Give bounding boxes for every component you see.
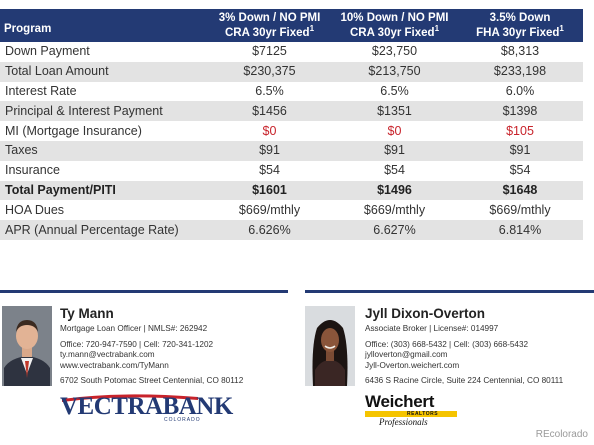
cell-value: $1496 bbox=[332, 180, 457, 201]
row-apr: APR (Annual Percentage Rate) 6.626% 6.62… bbox=[0, 220, 583, 240]
agent-card-ty-mann: Ty Mann Mortgage Loan Officer | NMLS#: 2… bbox=[60, 306, 243, 387]
agent-card-jyll-dixon-overton: Jyll Dixon-Overton Associate Broker | Li… bbox=[365, 306, 563, 387]
cell-value: $54 bbox=[259, 163, 280, 178]
agent-phones: Office: (303) 668-5432 | Cell: (303) 668… bbox=[365, 339, 529, 349]
agent-photo-jyll-dixon-overton bbox=[305, 306, 355, 386]
cell-value: $1351 bbox=[332, 101, 457, 122]
cell-value: $0 bbox=[387, 123, 402, 138]
cell-value: $91 bbox=[332, 140, 457, 161]
row-label: Total Loan Amount bbox=[0, 61, 207, 82]
weichert-yellow-bar bbox=[365, 411, 457, 417]
vectra-bank-wordmark: VECTRABANK bbox=[60, 393, 233, 420]
agent-address: 6436 S Racine Circle, Suite 224 Centenni… bbox=[365, 376, 564, 385]
cell-value: $1601 bbox=[207, 180, 332, 201]
row-hoa-dues: HOA Dues $669/mthly $669/mthly $669/mthl… bbox=[0, 200, 583, 220]
agent-email-link[interactable]: ty.mann@vectrabank.com bbox=[60, 350, 155, 359]
agent-photo-ty-mann bbox=[2, 306, 52, 386]
weichert-wordmark: Weichert bbox=[365, 392, 435, 411]
row-total-loan-amount: Total Loan Amount $230,375 $213,750 $233… bbox=[0, 61, 583, 82]
cell-value: $54 bbox=[509, 163, 531, 178]
cell-value: $0 bbox=[262, 123, 277, 138]
header-column-3: 3.5% Down FHA 30yr Fixed1 bbox=[457, 9, 583, 42]
divider-left bbox=[0, 290, 288, 293]
cell-value: 6.627% bbox=[332, 220, 457, 240]
header-column-1-line2: CRA 30yr Fixed bbox=[224, 26, 310, 39]
header-column-3-line2: FHA 30yr Fixed bbox=[476, 26, 560, 39]
agent-name: Jyll Dixon-Overton bbox=[365, 306, 486, 321]
header-column-2: 10% Down / NO PMI CRA 30yr Fixed1 bbox=[332, 9, 457, 42]
listing-source-credit: REcolorado bbox=[535, 429, 588, 440]
cell-value: $1456 bbox=[207, 101, 332, 122]
row-total-payment: Total Payment/PITI $1601 $1496 $1648 bbox=[0, 180, 583, 201]
footnote-marker: 1 bbox=[309, 23, 315, 33]
row-label: Insurance bbox=[5, 163, 60, 178]
cell-value: $669/mthly bbox=[489, 202, 551, 217]
cell-value: $91 bbox=[457, 140, 583, 161]
cell-value: 6.5% bbox=[380, 83, 409, 98]
table-header-row: Program 3% Down / NO PMI CRA 30yr Fixed1… bbox=[0, 9, 583, 42]
header-column-2-line1: 10% Down / NO PMI bbox=[340, 11, 449, 24]
cell-value: $8,313 bbox=[500, 44, 540, 59]
row-down-payment: Down Payment $7125 $23,750 $8,313 bbox=[0, 42, 583, 62]
row-principal-interest: Principal & Interest Payment $1456 $1351… bbox=[0, 101, 583, 122]
loan-comparison-table: Program 3% Down / NO PMI CRA 30yr Fixed1… bbox=[0, 9, 583, 240]
weichert-tagline: Professionals bbox=[379, 417, 428, 427]
row-label: MI (Mortgage Insurance) bbox=[5, 123, 142, 138]
weichert-logo: Weichert REALTORS Professionals bbox=[365, 392, 465, 427]
cell-value: $1648 bbox=[457, 180, 583, 201]
cell-value: $7125 bbox=[252, 44, 287, 59]
cell-value: $669/mthly bbox=[363, 202, 426, 217]
row-label: Interest Rate bbox=[5, 83, 77, 98]
header-column-3-line1: 3.5% Down bbox=[489, 11, 551, 24]
row-label: APR (Annual Percentage Rate) bbox=[0, 220, 207, 240]
agent-name: Ty Mann bbox=[60, 306, 114, 321]
header-program: Program bbox=[0, 9, 207, 42]
cell-value: $1398 bbox=[457, 101, 583, 122]
divider-right bbox=[305, 290, 594, 293]
header-column-1-line1: 3% Down / NO PMI bbox=[218, 11, 321, 24]
vectra-bank-logo: VECTRABANK COLORADO bbox=[60, 393, 233, 425]
header-column-1: 3% Down / NO PMI CRA 30yr Fixed1 bbox=[207, 9, 332, 42]
cell-value: $91 bbox=[207, 140, 332, 161]
row-mortgage-insurance: MI (Mortgage Insurance) $0 $0 $105 bbox=[0, 121, 583, 141]
cell-value: $233,198 bbox=[457, 61, 583, 82]
row-interest-rate: Interest Rate 6.5% 6.5% 6.0% bbox=[0, 82, 583, 102]
swoosh-icon bbox=[62, 394, 198, 402]
cell-value: $105 bbox=[506, 123, 534, 138]
row-label: Principal & Interest Payment bbox=[0, 101, 207, 122]
agent-email-link[interactable]: jylloverton@gmail.com bbox=[365, 350, 448, 359]
cell-value: 6.814% bbox=[457, 220, 583, 240]
agent-phones: Office: 720-947-7590 | Cell: 720-341-120… bbox=[60, 339, 214, 349]
row-label: Total Payment/PITI bbox=[0, 180, 207, 201]
cell-value: 6.5% bbox=[255, 83, 284, 98]
agent-title: Associate Broker | License#: 014997 bbox=[365, 324, 499, 333]
footnote-marker: 1 bbox=[559, 23, 564, 33]
cell-value: 6.626% bbox=[207, 220, 332, 240]
agent-website-link[interactable]: www.vectrabank.com/TyMann bbox=[60, 360, 169, 370]
cell-value: $23,750 bbox=[371, 44, 418, 59]
row-label: Down Payment bbox=[5, 44, 90, 59]
cell-value: $230,375 bbox=[207, 61, 332, 82]
header-column-2-line2: CRA 30yr Fixed bbox=[349, 26, 435, 39]
vectra-bank-subtitle: COLORADO bbox=[164, 417, 201, 423]
cell-value: $54 bbox=[384, 163, 405, 178]
cell-value: $213,750 bbox=[332, 61, 457, 82]
row-label: Taxes bbox=[0, 140, 207, 161]
weichert-realtors: REALTORS bbox=[407, 411, 439, 417]
cell-value: $669/mthly bbox=[238, 202, 301, 217]
row-taxes: Taxes $91 $91 $91 bbox=[0, 140, 583, 161]
agent-title: Mortgage Loan Officer | NMLS#: 262942 bbox=[60, 324, 208, 333]
agent-address: 6702 South Potomac Street Centennial, CO… bbox=[60, 376, 244, 385]
cell-value: 6.0% bbox=[505, 83, 535, 98]
agent-website-link[interactable]: Jyll-Overton.weichert.com bbox=[365, 360, 460, 370]
row-insurance: Insurance $54 $54 $54 bbox=[0, 161, 583, 181]
footnote-marker: 1 bbox=[434, 23, 440, 33]
row-label: HOA Dues bbox=[5, 202, 65, 217]
